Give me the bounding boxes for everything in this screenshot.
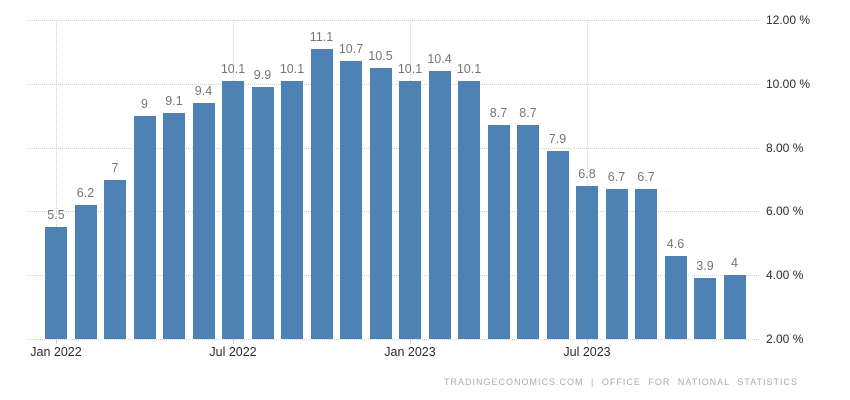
bar-value-label: 7.9 <box>548 131 567 146</box>
bar-value-label: 11.1 <box>309 29 334 44</box>
bar-value-label: 10.7 <box>338 42 364 57</box>
x-axis-tick-label: Jan 2023 <box>384 345 436 359</box>
bar-value-label: 10.4 <box>427 52 452 67</box>
bar-aug-2023[interactable] <box>605 189 628 339</box>
x-axis-tick-mark <box>410 339 411 344</box>
x-gridline <box>56 20 57 339</box>
y-axis-tick-label: 6.00 % <box>766 204 804 219</box>
bar-jun-2022[interactable] <box>192 102 215 339</box>
bar-jul-2023[interactable] <box>576 185 598 339</box>
bar-value-label: 5.5 <box>47 208 65 223</box>
y-gridline <box>28 147 759 149</box>
bar-nov-2023[interactable] <box>694 278 716 339</box>
y-axis-tick-label: 4.00 % <box>766 268 804 283</box>
bar-mar-2023[interactable] <box>458 80 480 339</box>
bar-jan-2023[interactable] <box>399 80 421 339</box>
y-axis-tick-label: 12.00 % <box>766 13 811 27</box>
x-axis-tick-label: Jul 2022 <box>209 345 257 359</box>
bar-dec-2022[interactable] <box>369 67 392 339</box>
bar-value-label: 7 <box>111 160 119 175</box>
bar-oct-2022[interactable] <box>310 48 333 339</box>
bar-value-label: 6.8 <box>578 166 596 181</box>
bar-value-label: 10.1 <box>397 61 423 76</box>
bar-may-2022[interactable] <box>163 112 185 339</box>
bar-value-label: 4.6 <box>666 237 685 252</box>
bar-value-label: 4 <box>731 256 738 271</box>
attribution-text: TRADINGECONOMICS.COM | OFFICE FOR NATION… <box>443 377 798 387</box>
x-axis-tick-mark <box>56 339 57 344</box>
bar-value-label: 9.9 <box>253 68 272 82</box>
bar-sep-2022[interactable] <box>281 80 303 339</box>
bar-mar-2022[interactable] <box>104 179 126 339</box>
y-axis-tick-label: 2.00 % <box>766 332 804 346</box>
y-axis-tick-label: 8.00 % <box>766 140 804 155</box>
bar-apr-2023[interactable] <box>487 125 510 339</box>
bar-oct-2023[interactable] <box>664 256 687 339</box>
bar-sep-2023[interactable] <box>635 189 657 339</box>
plot-area: 5.5 6.2 7 9 9.1 9.4 10.1 9.9 10.1 11.1 10.7 10.5 10.… <box>28 20 759 340</box>
bar-value-label: 8.7 <box>489 106 508 121</box>
bar-nov-2022[interactable] <box>340 61 362 339</box>
bar-value-label: 10.1 <box>279 61 305 76</box>
bar-value-label: 9 <box>141 96 148 111</box>
y-gridline <box>28 275 759 277</box>
bar-feb-2022[interactable] <box>74 205 97 339</box>
x-axis-tick-label: Jul 2023 <box>563 345 611 359</box>
bar-feb-2023[interactable] <box>428 71 451 339</box>
bar-aug-2022[interactable] <box>251 87 274 339</box>
bar-value-label: 3.9 <box>696 259 714 274</box>
bar-value-label: 6.7 <box>637 170 655 185</box>
y-gridline <box>28 339 759 340</box>
y-gridline <box>28 20 759 21</box>
y-axis-tick-label: 10.00 % <box>766 76 811 91</box>
y-gridline <box>28 211 759 213</box>
bar-may-2023[interactable] <box>517 125 539 339</box>
x-gridline <box>587 20 588 339</box>
bar-value-label: 6.7 <box>607 170 626 185</box>
bar-jan-2022[interactable] <box>45 227 67 339</box>
bar-value-label: 6.2 <box>76 186 95 201</box>
bar-value-label: 10.1 <box>456 61 482 76</box>
chart-attribution: TRADINGECONOMICS.COM | OFFICE FOR NATION… <box>444 377 798 387</box>
bar-apr-2022[interactable] <box>133 115 156 339</box>
bar-jun-2023[interactable] <box>546 150 569 339</box>
bar-value-label: 9.4 <box>194 83 213 98</box>
bar-dec-2023[interactable] <box>723 275 746 339</box>
y-gridline <box>28 83 759 85</box>
bar-value-label: 10.5 <box>368 48 393 63</box>
bar-value-label: 10.1 <box>220 61 246 76</box>
x-axis-tick-label: Jan 2022 <box>30 345 82 359</box>
x-axis-tick-mark <box>233 339 234 344</box>
bar-jul-2022[interactable] <box>222 80 244 339</box>
bar-value-label: 9.1 <box>165 93 183 108</box>
x-axis-tick-mark <box>587 339 588 344</box>
bar-value-label: 8.7 <box>519 106 537 121</box>
